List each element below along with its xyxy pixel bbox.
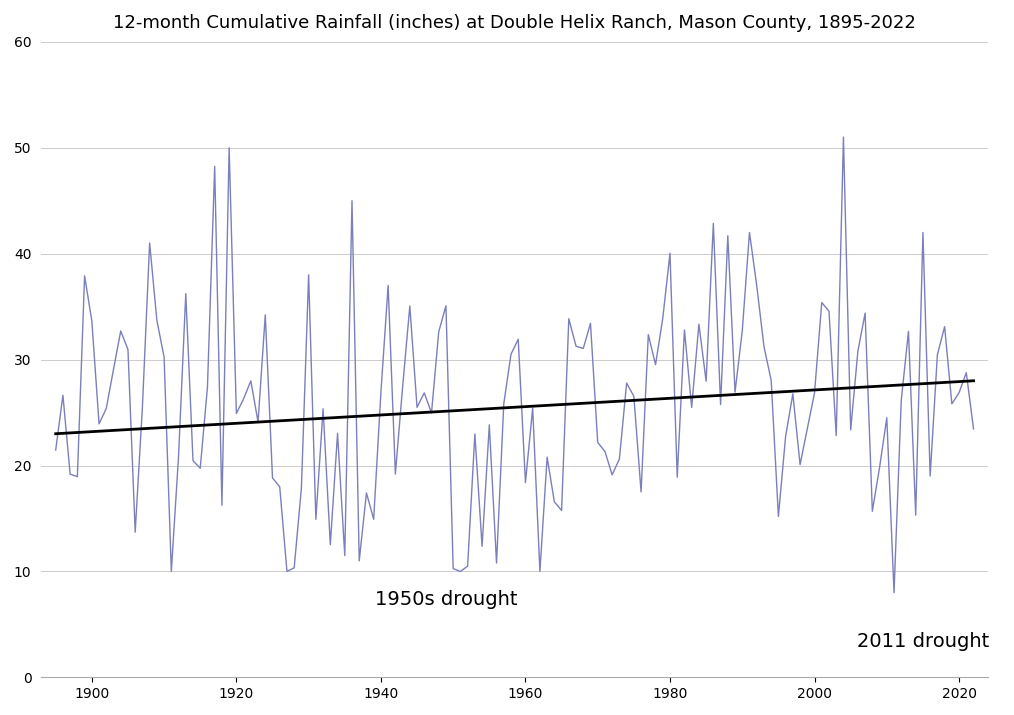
Text: 2011 drought: 2011 drought (857, 632, 989, 651)
Title: 12-month Cumulative Rainfall (inches) at Double Helix Ranch, Mason County, 1895-: 12-month Cumulative Rainfall (inches) at… (114, 14, 916, 32)
Text: 1950s drought: 1950s drought (375, 590, 517, 608)
